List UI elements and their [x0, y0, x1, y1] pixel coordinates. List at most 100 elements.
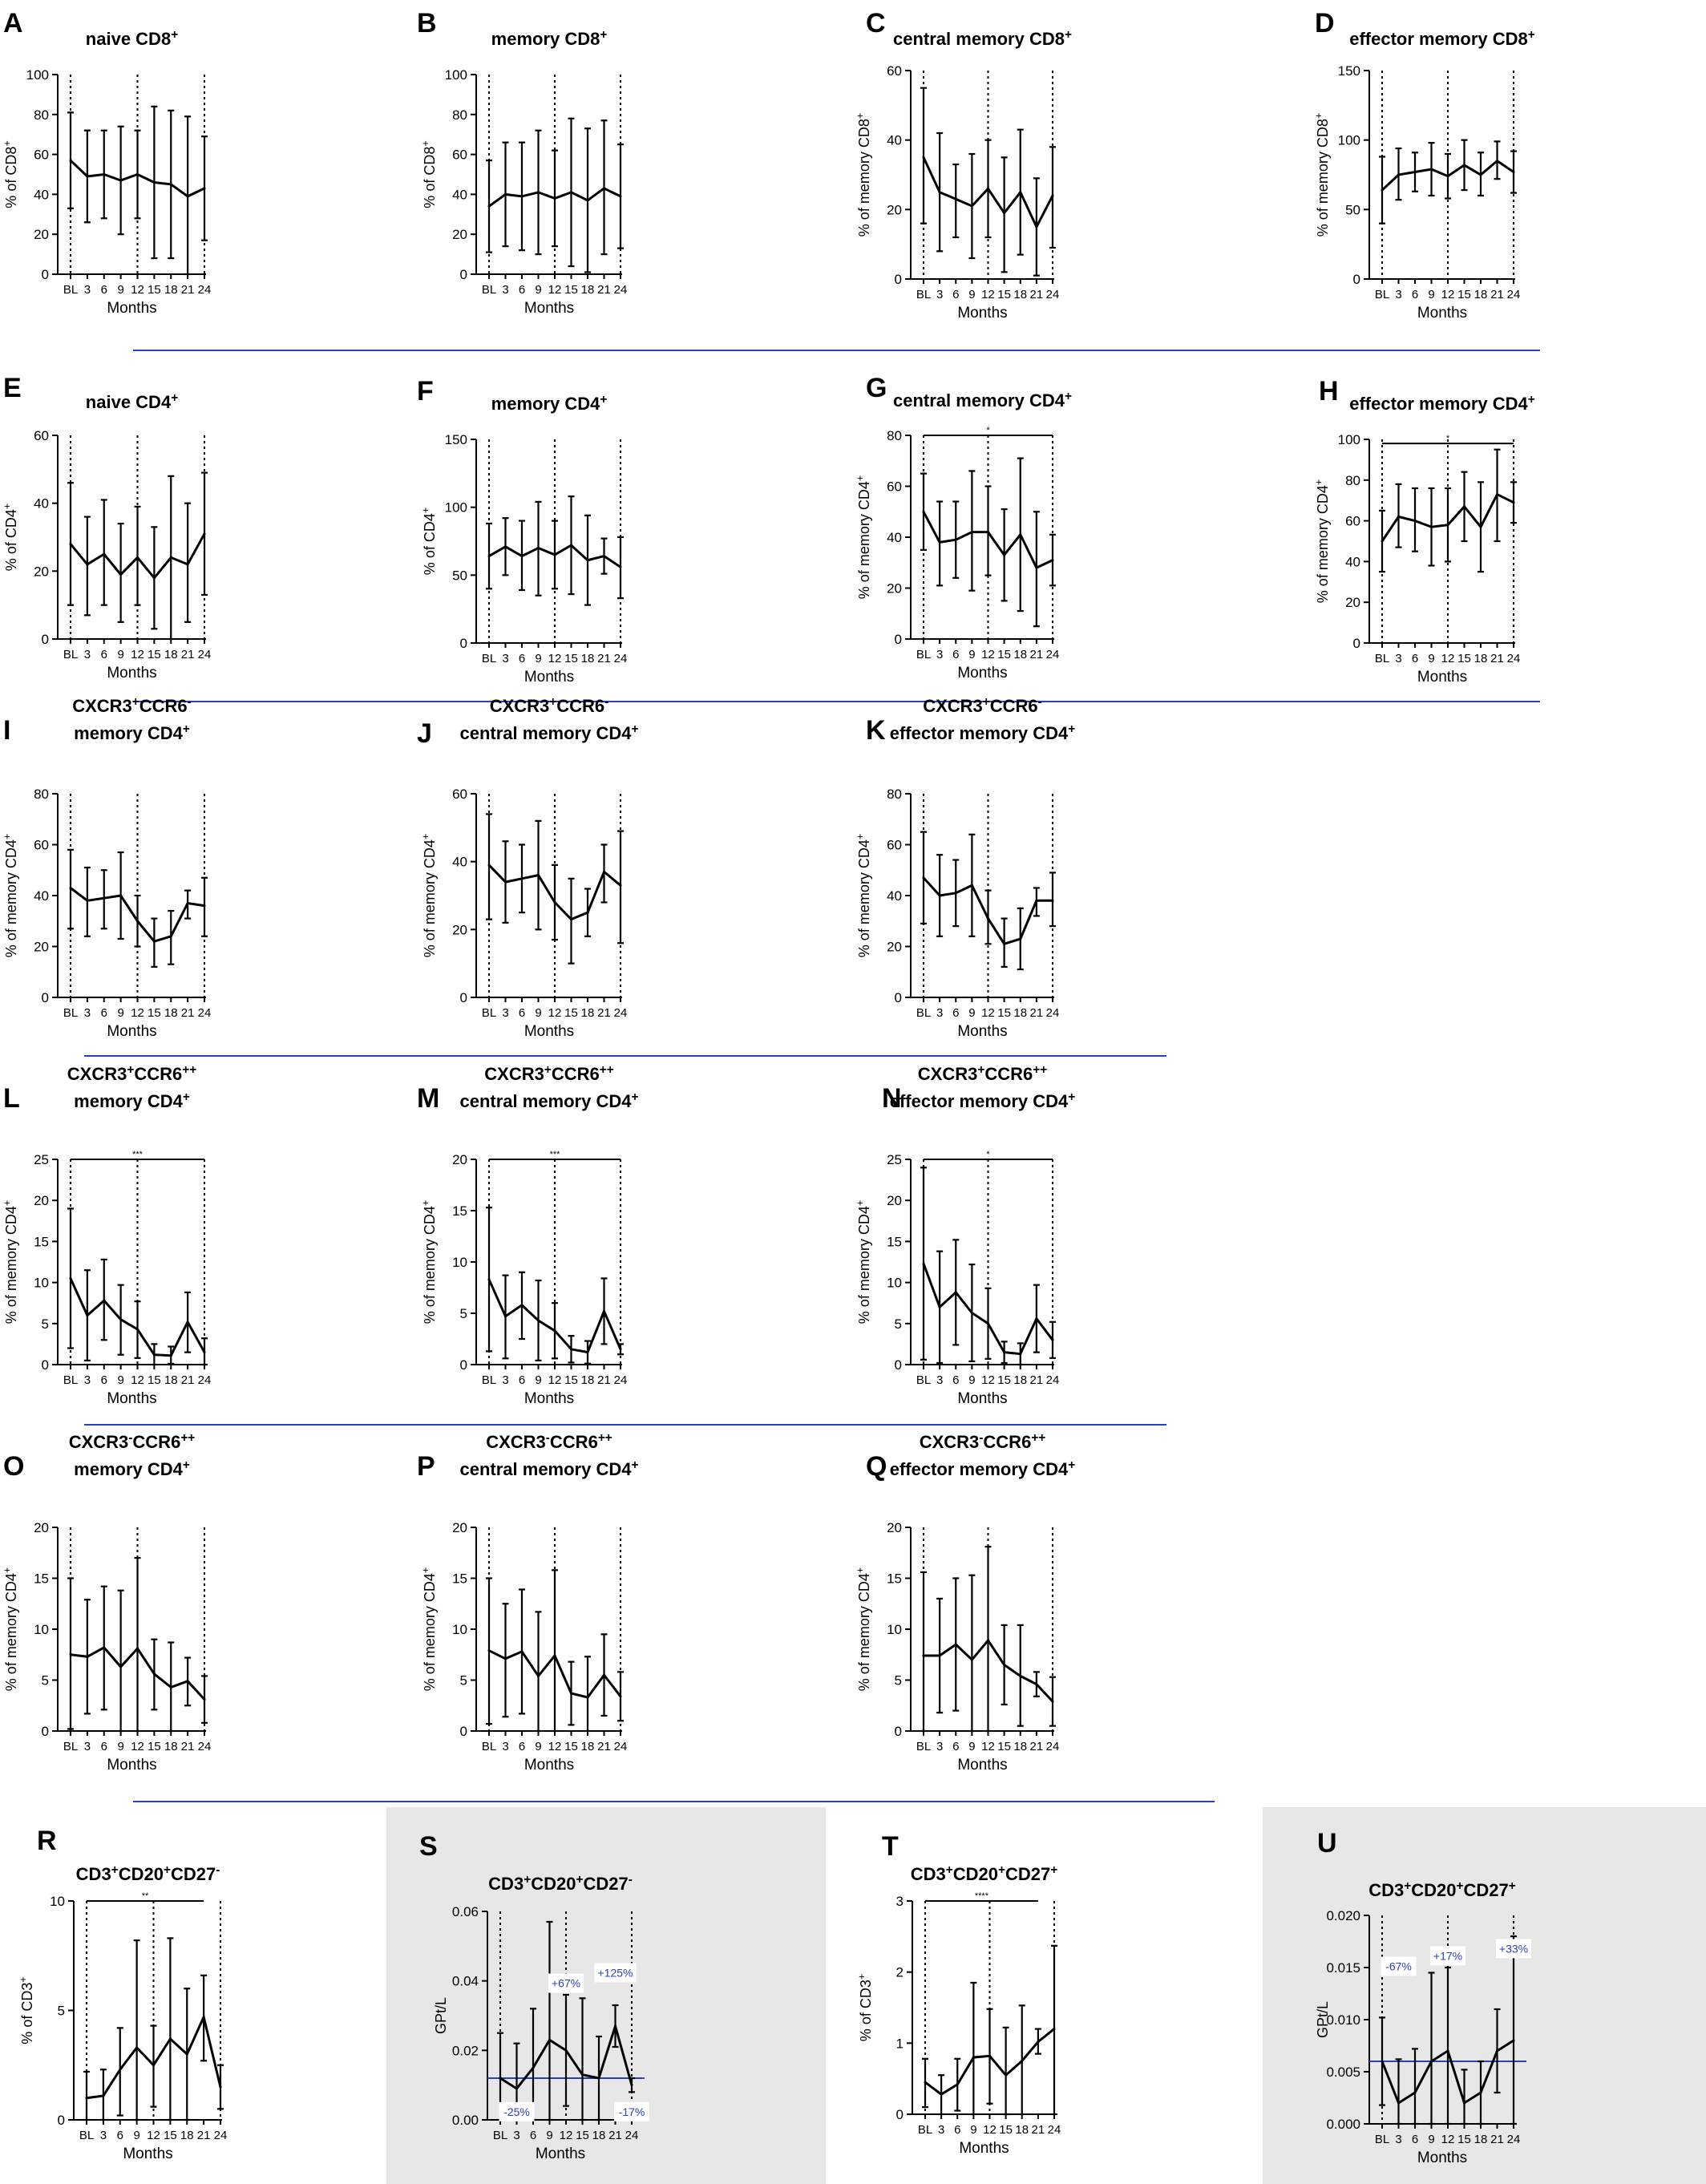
y-axis-label-sup: +: [855, 834, 866, 839]
x-tick-label: 21: [597, 283, 611, 297]
y-axis-label-sup: +: [2, 1200, 13, 1206]
y-axis-label-sup: +: [18, 1976, 29, 1982]
x-axis-label: Months: [107, 1757, 156, 1773]
y-axis-label-text: % of memory CD4: [422, 1573, 438, 1691]
panel-title-line1-M: CXCR3+CCR6++: [484, 1063, 613, 1085]
mean-point: [1413, 520, 1417, 523]
x-axis-label: Months: [536, 2146, 585, 2162]
y-tick-label: 0.015: [1326, 1960, 1360, 1976]
mean-point: [1019, 937, 1022, 940]
y-axis-label-sup: +: [2, 834, 13, 839]
y-axis-label-text: % of CD8: [422, 147, 438, 208]
x-tick-label: 9: [133, 2129, 139, 2142]
panel-title-F: memory CD4+: [491, 393, 608, 415]
title-text: memory CD4: [74, 723, 183, 743]
x-tick-label: 12: [548, 652, 562, 665]
title-marker-1: CXCR3: [486, 1432, 546, 1452]
mean-point: [1053, 2028, 1056, 2031]
y-axis-label-text: % of memory CD8: [856, 119, 872, 237]
percent-change-box: [1496, 1939, 1531, 1959]
panel-letter-B: B: [417, 8, 437, 38]
title-sup: +: [1528, 28, 1535, 42]
x-tick-label: 3: [84, 283, 91, 297]
panel-letter-F: F: [417, 376, 434, 406]
y-tick-label: 5: [895, 1316, 902, 1332]
mean-point: [570, 918, 572, 921]
mean-point: [203, 904, 206, 908]
panel-title-G: central memory CD4+: [893, 390, 1072, 411]
x-tick-label: BL: [493, 2129, 507, 2142]
y-tick-label: 0: [460, 636, 467, 651]
y-tick-label: 20: [34, 940, 49, 955]
x-tick-label: 6: [530, 2129, 536, 2142]
y-tick-label: 100: [445, 67, 467, 83]
y-tick-label: 60: [34, 838, 49, 853]
x-tick-label: 9: [535, 1740, 541, 1753]
x-tick-label: 15: [148, 283, 161, 297]
x-tick-label: 15: [999, 2123, 1013, 2137]
x-tick-label: 24: [214, 2129, 228, 2142]
x-tick-label: 9: [1428, 2133, 1434, 2146]
x-tick-label: BL: [79, 2129, 94, 2142]
x-tick-label: BL: [916, 288, 931, 301]
mean-point: [203, 1698, 206, 1701]
mean-point: [169, 1354, 172, 1357]
y-tick-label: 100: [1338, 432, 1360, 447]
x-tick-label: 18: [164, 648, 178, 661]
x-tick-label: 24: [614, 1006, 628, 1020]
x-tick-label: 9: [970, 2123, 976, 2137]
mean-point: [1479, 525, 1482, 528]
y-axis-label: % of memory CD8+: [855, 113, 872, 237]
x-tick-label: 6: [1412, 2133, 1418, 2146]
x-tick-label: 18: [1013, 1740, 1027, 1753]
x-tick-label: BL: [63, 1373, 78, 1387]
title-marker-1-sign: +: [946, 1863, 953, 1877]
title-marker-2: CCR6: [139, 696, 188, 716]
y-axis-label: % of memory CD4+: [2, 1567, 19, 1691]
x-tick-label: 6: [519, 1373, 525, 1387]
title-marker-3: CD27: [1464, 1880, 1509, 1900]
mean-point: [987, 917, 989, 920]
x-tick-label: 6: [519, 652, 525, 665]
y-tick-label: 50: [452, 568, 467, 583]
mean-point: [564, 2049, 568, 2052]
y-tick-label: 20: [34, 564, 49, 579]
y-tick-label: 60: [887, 63, 902, 79]
y-tick-label: 0: [460, 267, 467, 282]
percent-change-box: [548, 1973, 584, 1993]
panel-title-line1-K: CXCR3+CCR6-: [923, 695, 1042, 717]
mean-point: [1051, 1338, 1054, 1341]
x-tick-label: 24: [1046, 648, 1060, 661]
x-axis-label: Months: [107, 665, 156, 681]
y-tick-label: 0: [895, 1724, 902, 1739]
percent-change-text: +125%: [598, 1967, 633, 1980]
x-axis-label: Months: [957, 1390, 1007, 1407]
x-tick-label: 15: [997, 1740, 1011, 1753]
x-tick-label: BL: [482, 283, 496, 297]
mean-point: [186, 902, 189, 905]
y-tick-label: 5: [895, 1673, 902, 1689]
x-tick-label: 3: [1395, 652, 1401, 665]
title-marker-1-sign: +: [983, 695, 990, 709]
x-tick-label: 9: [968, 648, 975, 661]
y-axis-label: % of CD3+: [856, 1974, 874, 2041]
panel-title-Q: effector memory CD4+: [890, 1458, 1076, 1480]
mean-point: [586, 911, 589, 914]
x-tick-label: 15: [997, 288, 1011, 301]
panel-title-line1-I: CXCR3+CCR6-: [72, 695, 192, 717]
title-marker-1-sign: +: [549, 695, 556, 709]
y-tick-label: 15: [887, 1234, 902, 1249]
mean-point: [1463, 505, 1465, 508]
x-tick-label: 15: [997, 648, 1011, 661]
mean-point: [1413, 2091, 1417, 2094]
y-axis-label: % of memory CD4+: [420, 1567, 438, 1691]
mean-point: [1397, 2101, 1400, 2105]
y-tick-label: 0: [895, 632, 902, 647]
x-tick-label: 21: [181, 283, 195, 297]
x-tick-label: 21: [597, 1740, 611, 1753]
x-tick-label: 6: [519, 283, 525, 297]
